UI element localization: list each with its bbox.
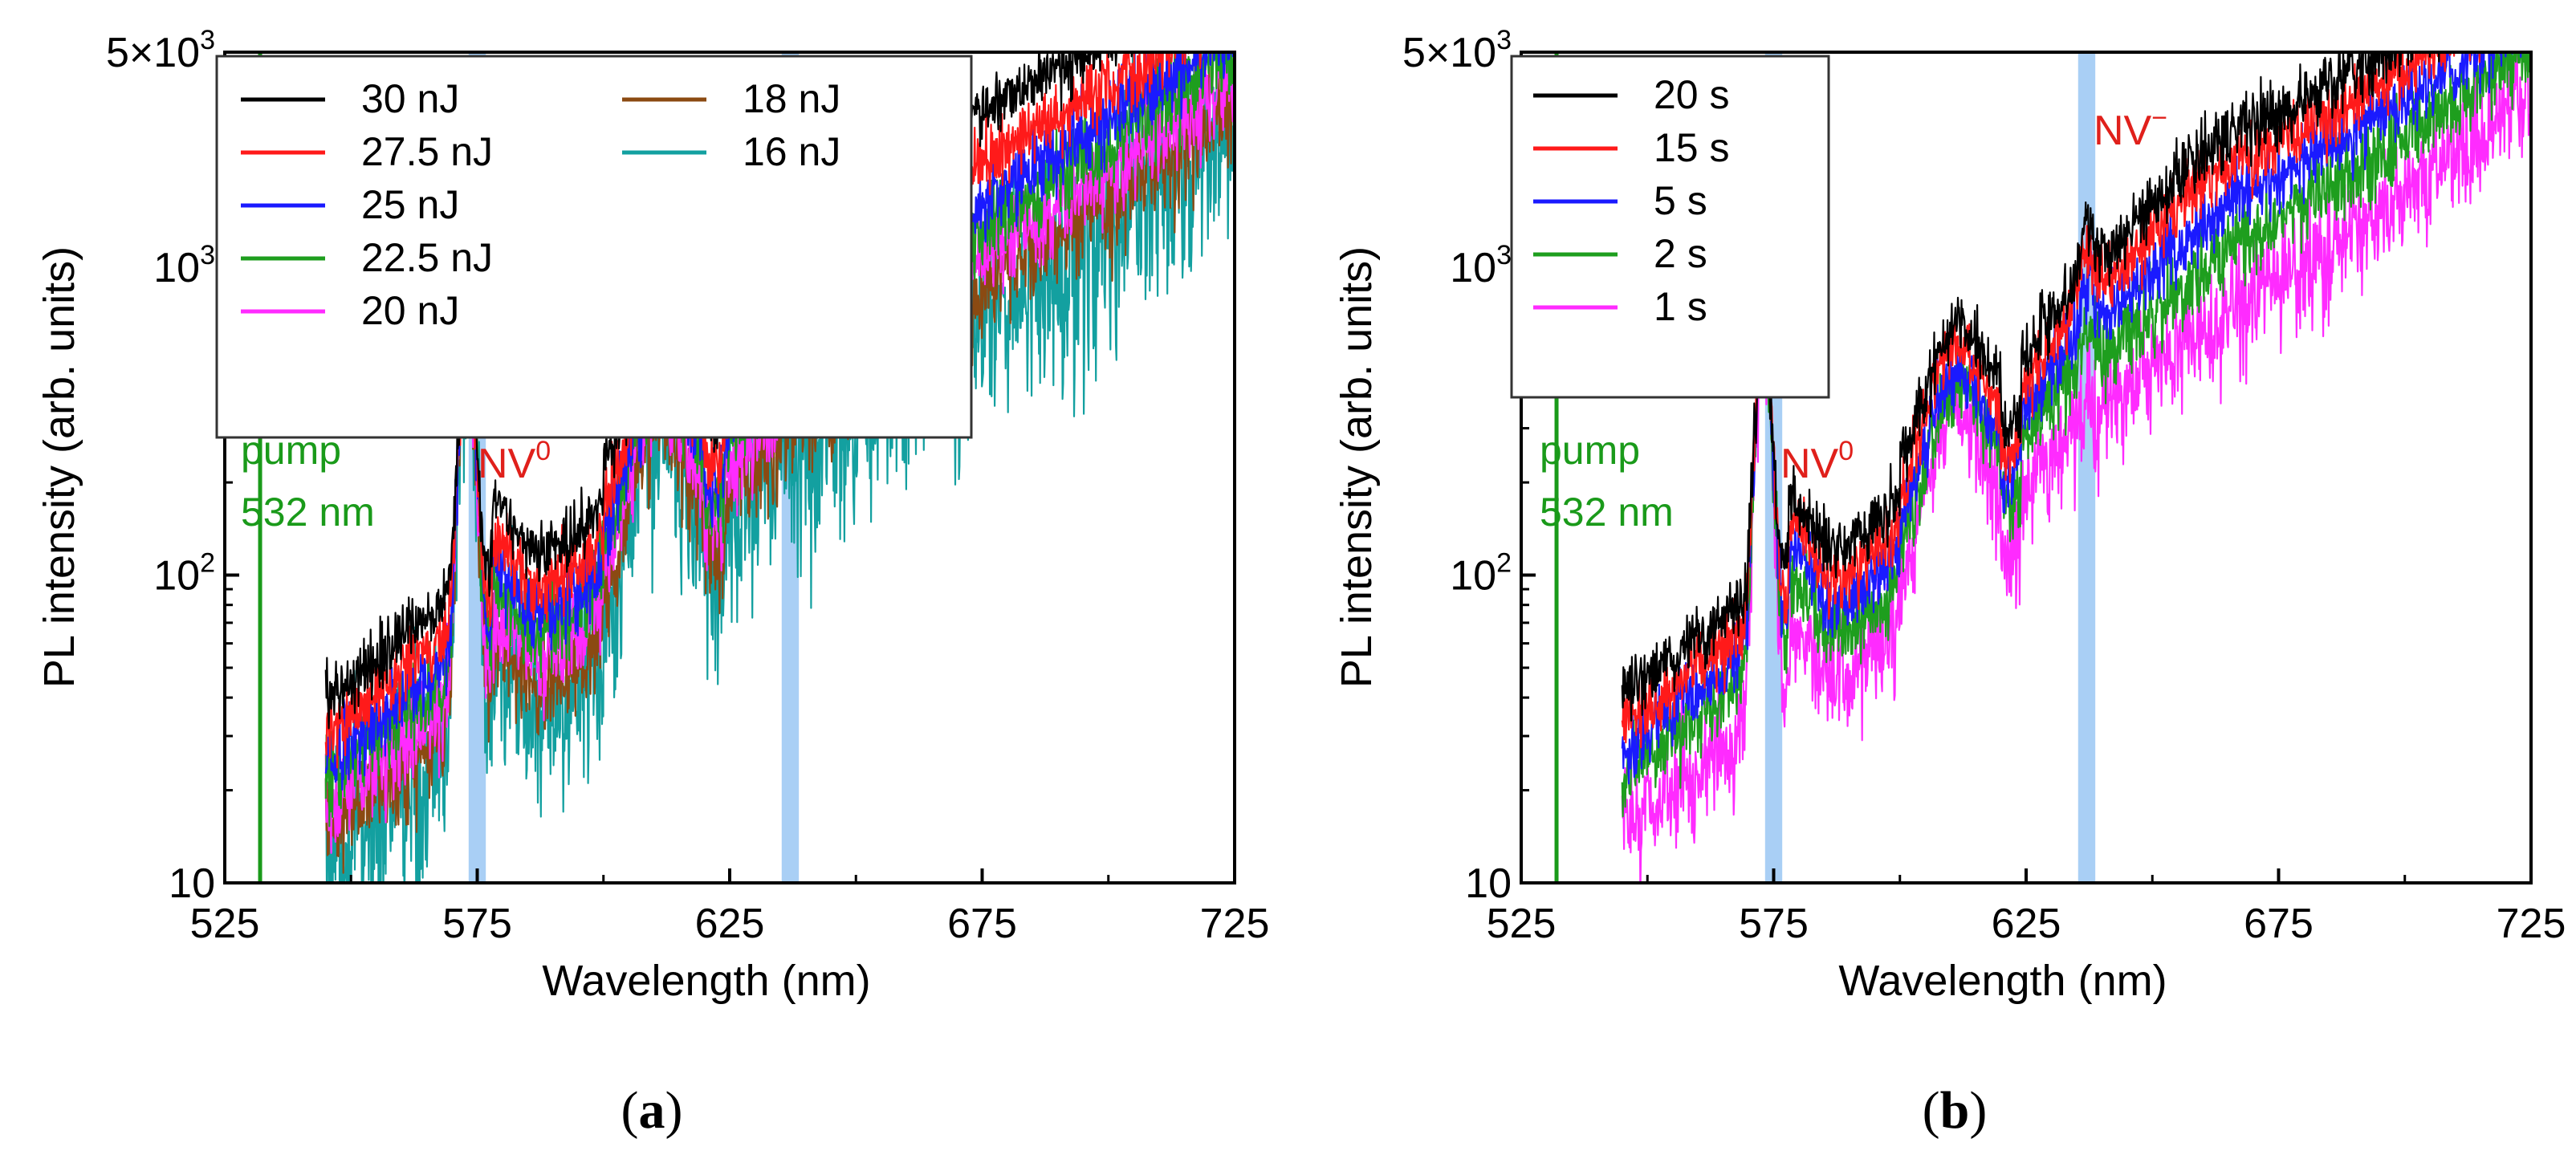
legend-items: 30 nJ 27.5 nJ 25 nJ 22.5 nJ 20 nJ 18 nJ 16 nJ bbox=[241, 76, 840, 333]
x-tick-label: 625 bbox=[695, 901, 765, 947]
y-tick-label: 103 bbox=[1450, 240, 1512, 291]
y-tick-label: 103 bbox=[153, 240, 215, 291]
legend: 20 s 15 s 5 s 2 s 1 s bbox=[1510, 55, 1830, 399]
nvm-band bbox=[2077, 52, 2096, 883]
legend-label: 16 nJ bbox=[743, 129, 840, 174]
x-tick-label: 725 bbox=[1200, 901, 1270, 947]
x-tick-label: 675 bbox=[947, 901, 1017, 947]
legend-box bbox=[1510, 55, 1830, 399]
legend-label: 20 nJ bbox=[361, 288, 459, 333]
nv0-label: NV0 bbox=[1780, 436, 1854, 487]
nv0-label-text: NV bbox=[1780, 441, 1839, 487]
nvm-label-sup: − bbox=[2151, 103, 2167, 133]
caption-close: ) bbox=[665, 1081, 683, 1140]
panel-caption-a: (a) bbox=[621, 1081, 683, 1140]
y-tick-base: 10 bbox=[153, 553, 200, 600]
legend-box bbox=[215, 55, 973, 439]
y-tick-base: 5×10 bbox=[106, 30, 200, 76]
pump-wavelength-label: 532 nm bbox=[1540, 490, 1674, 535]
x-axis-label: Wavelength (nm) bbox=[542, 957, 870, 1005]
nv0-label-sup: 0 bbox=[535, 436, 551, 466]
y-axis-label: PL intensity (arb. units) bbox=[35, 246, 83, 688]
series-line-5-s bbox=[1621, 52, 2522, 785]
caption-open: ( bbox=[1923, 1081, 1940, 1140]
nvm-label: NV− bbox=[2094, 103, 2167, 154]
pump-label: pump bbox=[1540, 428, 1640, 473]
legend-label: 1 s bbox=[1654, 284, 1707, 329]
y-tick-exp: 3 bbox=[1496, 240, 1512, 270]
x-tick-label: 625 bbox=[1992, 901, 2061, 947]
nv0-label-text: NV bbox=[478, 441, 536, 487]
legend-label: 27.5 nJ bbox=[361, 129, 493, 174]
series-line-20-s bbox=[1621, 52, 2440, 722]
legend-label: 2 s bbox=[1654, 231, 1707, 276]
y-tick-label: 102 bbox=[153, 548, 215, 600]
y-tick-label: 5×103 bbox=[1402, 25, 1512, 76]
y-tick-exp: 2 bbox=[1496, 548, 1512, 579]
nv0-label-sup: 0 bbox=[1838, 436, 1854, 466]
y-tick-label: 102 bbox=[1450, 548, 1512, 600]
x-tick-label: 525 bbox=[1487, 901, 1557, 947]
legend: 30 nJ 27.5 nJ 25 nJ 22.5 nJ 20 nJ 18 nJ 16 nJ bbox=[215, 55, 973, 439]
y-tick-base: 10 bbox=[1450, 553, 1496, 600]
y-tick-base: 5×10 bbox=[1402, 30, 1496, 76]
legend-label: 30 nJ bbox=[361, 76, 459, 121]
legend-label: 5 s bbox=[1654, 178, 1707, 223]
nv0-label: NV0 bbox=[478, 436, 551, 487]
series-group bbox=[1621, 52, 2531, 883]
panel-caption-b: (b) bbox=[1923, 1081, 1988, 1140]
x-axis-label: Wavelength (nm) bbox=[1838, 957, 2167, 1005]
caption-close: ) bbox=[1969, 1081, 1987, 1140]
y-axis-label: PL intensity (arb. units) bbox=[1333, 246, 1381, 688]
legend-label: 18 nJ bbox=[743, 76, 840, 121]
legend-items: 20 s 15 s 5 s 2 s 1 s bbox=[1533, 72, 1730, 329]
y-tick-label: 10 bbox=[169, 860, 215, 907]
nvm-label-text: NV bbox=[2094, 108, 2152, 154]
y-tick-exp: 3 bbox=[1496, 25, 1512, 55]
legend-label: 22.5 nJ bbox=[361, 235, 493, 280]
legend-label: 20 s bbox=[1654, 72, 1730, 117]
y-tick-label: 10 bbox=[1465, 860, 1512, 907]
x-tick-label: 575 bbox=[442, 901, 512, 947]
legend-label: 25 nJ bbox=[361, 182, 459, 227]
x-tick-label: 575 bbox=[1739, 901, 1809, 947]
caption-open: ( bbox=[621, 1081, 639, 1140]
x-tick-label: 525 bbox=[190, 901, 260, 947]
pump-wavelength-label: 532 nm bbox=[241, 490, 375, 535]
y-tick-exp: 2 bbox=[200, 548, 215, 579]
x-tick-label: 725 bbox=[2497, 901, 2566, 947]
y-tick-label: 5×103 bbox=[106, 25, 215, 76]
caption-letter: b bbox=[1940, 1081, 1970, 1140]
y-tick-base: 10 bbox=[153, 245, 200, 291]
y-tick-exp: 3 bbox=[200, 240, 215, 270]
x-tick-label: 675 bbox=[2244, 901, 2314, 947]
y-tick-exp: 3 bbox=[200, 25, 215, 55]
legend-label: 15 s bbox=[1654, 125, 1730, 170]
caption-letter: a bbox=[639, 1081, 665, 1140]
y-tick-base: 10 bbox=[1450, 245, 1496, 291]
